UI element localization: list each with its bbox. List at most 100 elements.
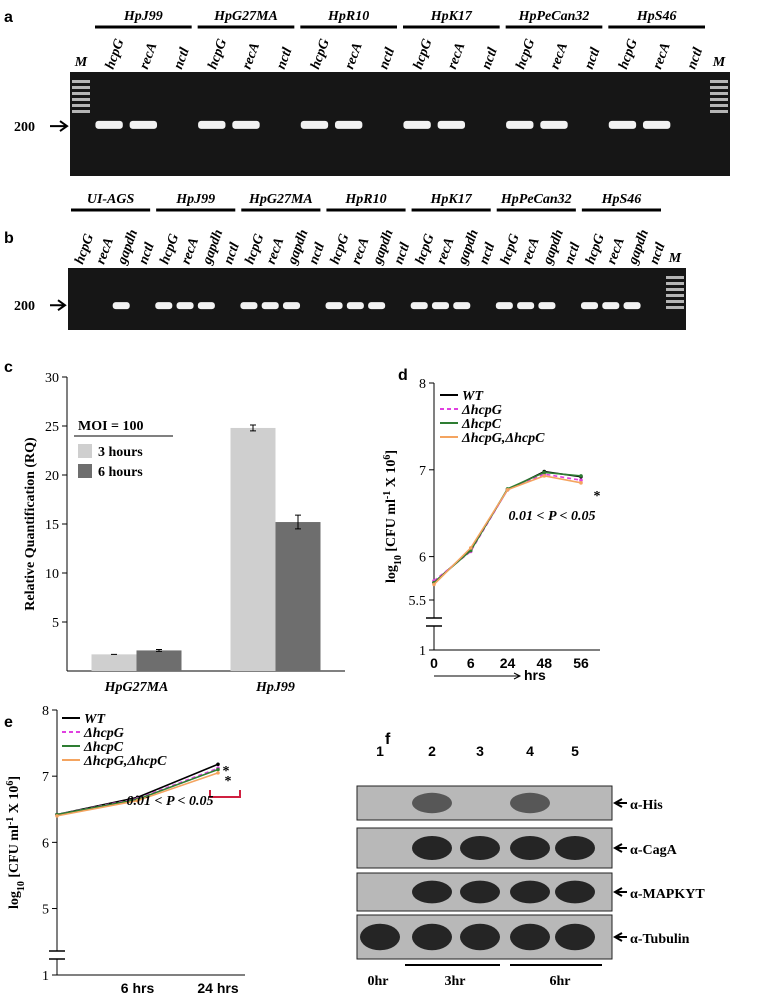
bar (230, 427, 276, 671)
blot-band (412, 836, 452, 860)
strain-label: UI-AGS (87, 192, 135, 207)
point (216, 762, 220, 767)
point (468, 546, 473, 550)
dna-band (506, 120, 534, 129)
y-tick-label: 30 (45, 371, 59, 386)
dna-band (540, 120, 568, 129)
y-tick-label: 1 (419, 644, 426, 659)
lane-label: nctl (685, 46, 707, 72)
error-bar (295, 514, 301, 530)
ladder-band (710, 92, 728, 95)
antibody-label: α-CagA (630, 843, 678, 858)
dna-band (495, 302, 513, 310)
blot-band (510, 880, 550, 904)
y-tick-label: 8 (419, 377, 426, 392)
blot-arrow (612, 932, 627, 942)
antibody-label: α-His (630, 798, 663, 813)
y-label-part: 10 (393, 555, 404, 565)
y-label-part: log (384, 565, 399, 583)
legend-label: ΔhcpG,ΔhcpC (461, 431, 545, 446)
ladder-band (72, 92, 90, 95)
size-arrow (50, 299, 67, 312)
bar (136, 650, 182, 671)
lane-label: nctl (171, 46, 193, 72)
bar (91, 654, 137, 671)
panel-label: b (4, 230, 14, 247)
blot-band (510, 923, 550, 951)
point (216, 767, 220, 772)
y-label-part: 6 (382, 455, 393, 460)
lane-label: recA (94, 236, 117, 267)
y-tick-label: 15 (45, 518, 59, 533)
ladder-band (72, 110, 90, 113)
panel-label: d (398, 367, 408, 384)
lane-label: recA (519, 236, 542, 267)
antibody-label: α-Tubulin (630, 932, 690, 947)
lane-label: recA (434, 236, 457, 267)
ladder-band (710, 98, 728, 101)
legend-swatch (78, 444, 92, 458)
blot-arrow (612, 843, 627, 853)
y-tick-label: 8 (42, 704, 49, 719)
blot-band (555, 836, 595, 860)
panel-label: f (385, 731, 391, 748)
y-label: log10 [CFU ml-1 X 106] (382, 450, 404, 583)
lane-label: nctl (392, 241, 414, 267)
ladder-band (710, 80, 728, 83)
marker-label: M (668, 251, 682, 266)
ladder-band (72, 86, 90, 89)
dna-band (368, 302, 386, 310)
y-tick-label: 5 (42, 903, 49, 918)
bar (275, 522, 321, 671)
lane-label: nctl (477, 241, 499, 267)
dna-band (232, 120, 260, 129)
y-label-part: 6 (5, 781, 16, 786)
axis-break (49, 950, 65, 960)
x-label: hrs (524, 667, 546, 683)
legend-label: ΔhcpG (461, 403, 502, 418)
legend-swatch (78, 464, 92, 478)
error-bar (156, 648, 162, 652)
point (579, 481, 583, 485)
strain-label: HpK17 (430, 9, 473, 24)
dna-band (403, 120, 431, 129)
blot-band (510, 792, 550, 814)
point (579, 478, 583, 483)
blot-band (555, 880, 595, 904)
blot-band (460, 836, 500, 860)
lane-label: nctl (221, 241, 243, 267)
lane-label: recA (342, 41, 365, 72)
lane-label: nctl (306, 241, 328, 267)
legend-label: ΔhcpC (83, 740, 124, 755)
x-tick-label: 48 (536, 655, 552, 671)
lane-number: 3 (476, 743, 484, 759)
size-label: 200 (14, 120, 35, 135)
lane-label: nctl (377, 46, 399, 72)
significance-bracket (209, 790, 241, 798)
lane-label: recA (240, 41, 263, 72)
blot-band (412, 792, 452, 814)
point (135, 798, 140, 803)
y-label-part: [CFU ml (384, 499, 399, 555)
y-tick-label: 7 (42, 770, 49, 785)
dna-band (334, 120, 363, 129)
dna-band (623, 302, 641, 310)
lane-label: hcpG (103, 37, 128, 71)
dna-band (282, 302, 301, 310)
lane-label: nctl (582, 46, 604, 72)
dna-band (197, 302, 215, 310)
x-tick-label: 56 (573, 655, 589, 671)
series-line (433, 475, 582, 585)
y-label-part: ] (7, 776, 22, 781)
axis-break (426, 617, 442, 627)
size-arrow (50, 120, 69, 132)
strain-label: HpR10 (344, 192, 386, 207)
ladder-band (666, 306, 684, 309)
annotation: 0.01 < P < 0.05 (127, 794, 214, 809)
ladder-band (72, 80, 90, 83)
y-tick-label: 6 (42, 836, 49, 851)
dna-band (261, 302, 279, 310)
lane-label: recA (264, 236, 287, 267)
strain-label: HpR10 (327, 9, 369, 24)
